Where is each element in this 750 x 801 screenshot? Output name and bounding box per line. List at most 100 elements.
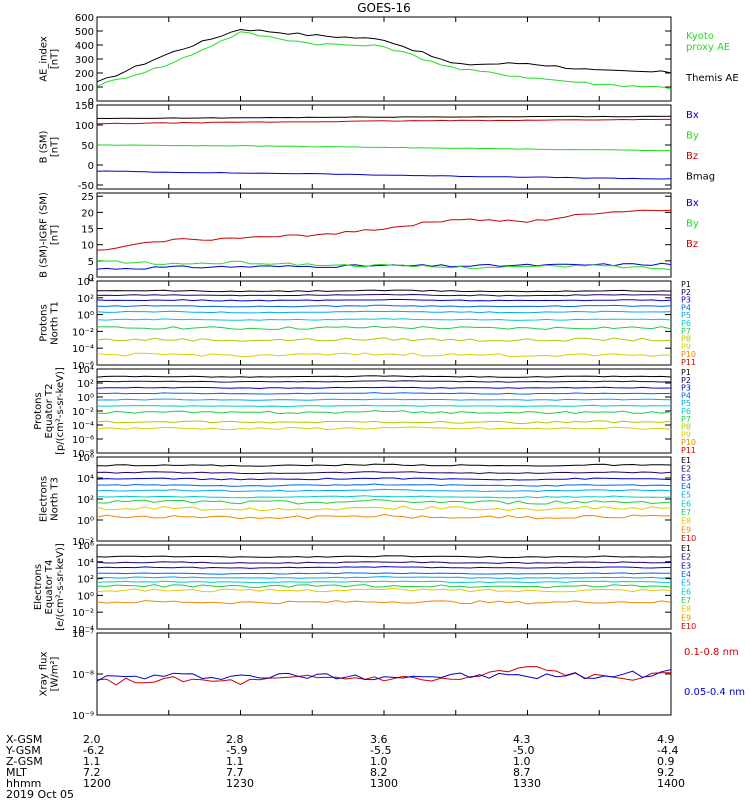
- legend-label: 0.1-0.8 nm: [684, 647, 739, 658]
- channel-line-9: [97, 513, 671, 520]
- orbit-value: 1.0: [513, 755, 531, 768]
- panel-frame: [96, 456, 672, 542]
- panel-data: [97, 666, 671, 686]
- y-tick-label: 10⁻²: [72, 407, 94, 418]
- y-tick-label: 10⁰: [77, 393, 94, 404]
- legend-label: P2: [681, 288, 691, 297]
- y-tick-label: 10²: [77, 575, 94, 586]
- orbit-value: 8.2: [370, 766, 388, 779]
- channel-line-7: [97, 325, 671, 330]
- y-axis-label-line: AE_index: [39, 36, 50, 82]
- legend-label: P6: [681, 319, 691, 328]
- legend-label: Bmag: [686, 172, 715, 183]
- y-tick-label: 200: [75, 69, 94, 80]
- channel-line-1: [97, 289, 671, 293]
- legend-label: Bx: [686, 198, 699, 209]
- legend-label: proxy AE: [686, 42, 730, 53]
- channel-line-8: [97, 420, 671, 425]
- orbit-row-label: Y-GSM: [6, 744, 41, 757]
- panel-b_igrf: 0 5 10 15 20 25 B (SM)-IGRF (SM)[nT] Bx By Bz: [39, 192, 699, 284]
- y-axis-label-line: B (SM): [39, 130, 50, 163]
- channel-line-1: [97, 375, 671, 378]
- channel-line-4: [97, 392, 671, 395]
- legend-label: E5: [681, 579, 691, 588]
- y-tick-label: 10⁻⁴: [72, 625, 94, 636]
- y-axis-label-line: Protons: [33, 392, 44, 429]
- y-tick-label: 10²: [77, 379, 94, 390]
- y-axis-label: ProtonsNorth T1: [39, 301, 61, 345]
- panel-protons_n: 10⁻⁶ 10⁻⁴ 10⁻² 10⁰ 10² 10⁴ ProtonsNorth T1 P1P2…: [39, 277, 697, 372]
- panel-electrons_e: 10⁻⁴ 10⁻² 10⁰ 10² 10⁴ 10⁶ ElectronsEquator T4[…: [33, 541, 696, 636]
- panel-data: [97, 463, 671, 520]
- y-tick-label: 100: [75, 121, 94, 132]
- y-tick-label: 10⁶: [77, 453, 94, 464]
- y-axis-label-line: Xray flux: [39, 652, 50, 697]
- orbit-value: 1300: [370, 777, 398, 790]
- legend-label: E8: [681, 517, 691, 526]
- legend-label: Bz: [686, 239, 698, 250]
- legend-label: E2: [681, 553, 691, 562]
- channel-line-7: [97, 583, 671, 589]
- y-axis-label-line: North T1: [50, 301, 61, 345]
- legend-label: P6: [681, 407, 691, 416]
- y-tick-label: 500: [75, 27, 94, 38]
- panel-stack: 0100200300400500600AE_index[nT]Kyotoprox…: [33, 13, 745, 722]
- channel-line-5: [97, 398, 671, 401]
- y-tick-label: 20: [81, 208, 94, 219]
- legend-label: P10: [681, 438, 696, 447]
- channel-line-2: [97, 293, 671, 297]
- orbit-value: 7.2: [83, 766, 101, 779]
- legend-label: E9: [681, 525, 691, 534]
- orbit-value: 2.0: [83, 733, 101, 746]
- y-tick-label: 10⁻⁸: [72, 670, 94, 681]
- legend-label: E8: [681, 605, 691, 614]
- y-tick-label: 10⁰: [77, 516, 94, 527]
- panel-ae: 0 100 200 300 400 500 600 AE_index[nT] Kyotoprox…: [39, 13, 739, 108]
- legend-label: Bx: [686, 110, 699, 121]
- series-line-kyoto-proxy-ae: [97, 31, 671, 90]
- legend-label: P7: [681, 327, 691, 336]
- orbit-value: 7.7: [226, 766, 244, 779]
- y-tick-label: 300: [75, 55, 94, 66]
- orbit-value: 1230: [226, 777, 254, 790]
- y-axis-label-line: [e/(cm²-s-sr-keV)]: [55, 543, 66, 631]
- legend-label: P4: [681, 303, 691, 312]
- legend-label: P9: [681, 430, 691, 439]
- legend-label: E3: [681, 473, 691, 482]
- legend-label: P9: [681, 342, 691, 351]
- channel-line-9: [97, 426, 671, 431]
- orbit-value: -5.5: [370, 744, 392, 757]
- panel-data: [97, 555, 671, 605]
- channel-line-3: [97, 386, 671, 390]
- y-axis-label: ElectronsEquator T4[e/(cm²-s-sr-keV)]: [33, 543, 66, 631]
- y-tick-label: 10⁴: [77, 365, 94, 376]
- y-axis-label-line: Equator T4: [44, 560, 55, 615]
- legend-label: P8: [681, 423, 691, 432]
- y-axis-label: AE_index[nT]: [39, 36, 61, 82]
- panel-frame: [96, 16, 672, 102]
- y-tick-label: 10⁻⁴: [72, 421, 94, 432]
- y-axis-label-line: [W/m²]: [50, 656, 61, 691]
- channel-line-1: [97, 555, 671, 559]
- orbit-value: 1.1: [83, 755, 101, 768]
- channel-line-4: [97, 483, 671, 487]
- y-tick-label: 25: [81, 192, 94, 203]
- y-tick-label: -50: [78, 181, 94, 192]
- channel-line-4: [97, 572, 671, 575]
- orbit-value: -5.0: [513, 744, 535, 757]
- y-axis-label: ElectronsNorth T3: [39, 476, 61, 522]
- y-axis-label-line: Electrons: [39, 476, 50, 522]
- y-tick-label: 10⁰: [77, 591, 94, 602]
- channel-line-2: [97, 471, 671, 475]
- orbit-value: 9.2: [657, 766, 675, 779]
- legend-label: P4: [681, 391, 691, 400]
- y-axis-label-line: [nT]: [50, 49, 61, 69]
- y-tick-label: 150: [75, 101, 94, 112]
- panel-data: [97, 375, 671, 431]
- orbit-value: 1400: [657, 777, 685, 790]
- series-line-bmag: [97, 115, 671, 120]
- panel-data: [97, 28, 671, 90]
- legend-label: E4: [681, 570, 691, 579]
- channel-line-7: [97, 499, 671, 505]
- series-line-bx: [97, 170, 671, 180]
